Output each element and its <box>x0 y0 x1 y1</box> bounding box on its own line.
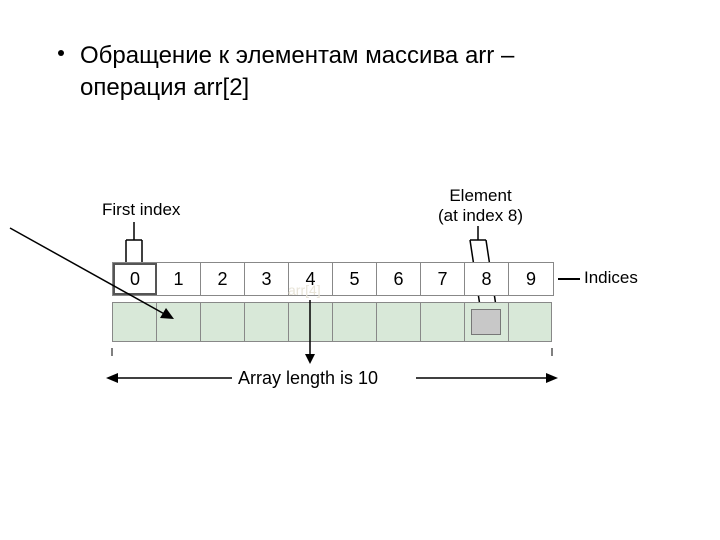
bullet-dot <box>58 50 64 56</box>
bullet-text: Обращение к элементам массива arr – опер… <box>80 40 514 105</box>
bullet-line1: Обращение к элементам массива arr – <box>80 42 514 69</box>
bullet-line2: операция arr[2] <box>80 74 249 101</box>
length-arrow <box>60 180 660 440</box>
array-length-label: Array length is 10 <box>238 368 378 389</box>
array-diagram: First index Element (at index 8) 0123456… <box>60 180 660 440</box>
